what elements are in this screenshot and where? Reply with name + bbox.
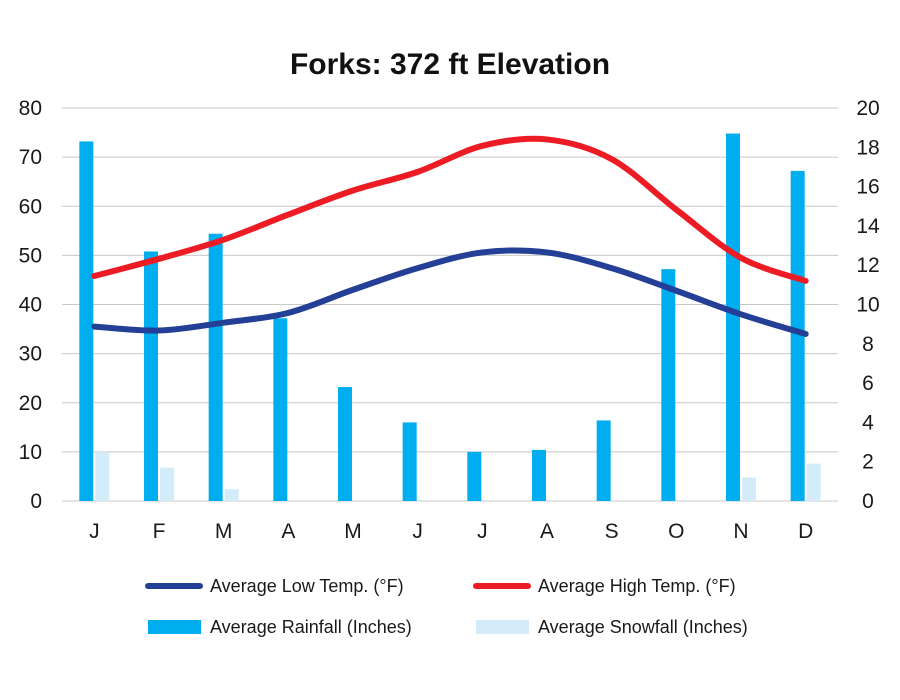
y-left-tick-label: 20 <box>19 392 42 415</box>
rainfall-bar <box>726 133 740 502</box>
y-right-tick-label: 2 <box>862 451 874 474</box>
rainfall-bar <box>273 318 288 501</box>
x-tick-label: J <box>412 520 423 543</box>
x-tick-label: S <box>605 520 619 543</box>
y-left-tick-label: 80 <box>19 97 42 120</box>
snowfall-bar <box>806 463 821 501</box>
x-tick-label: A <box>540 520 554 543</box>
rainfall-bar <box>596 420 611 501</box>
legend-swatch-bar <box>148 620 201 634</box>
axes: 0 10 20 30 40 50 60 70 80 0 2 4 6 8 10 12 14 16 18 20 J F M A M J… <box>19 97 880 543</box>
legend-label: Average Rainfall (Inches) <box>210 617 412 637</box>
rainfall-bar <box>661 269 676 501</box>
x-tick-label: F <box>153 520 166 543</box>
legend: Average Low Temp. (°F) Average High Temp.… <box>145 576 748 637</box>
y-right-tick-label: 20 <box>856 97 879 120</box>
y-right-tick-label: 18 <box>856 136 879 159</box>
rainfall-bar <box>532 449 546 501</box>
rainfall-bar <box>208 233 223 501</box>
snowfall-bar <box>160 467 174 501</box>
y-right-tick-label: 14 <box>856 215 880 238</box>
snowfall-bar <box>742 477 756 501</box>
x-tick-label: N <box>733 520 748 543</box>
rainfall-bar <box>144 251 158 501</box>
bars <box>79 133 821 502</box>
x-tick-label: A <box>281 520 295 543</box>
rainfall-bar <box>402 422 417 501</box>
y-right-tick-label: 8 <box>862 333 874 356</box>
y-left-tick-label: 30 <box>19 343 42 366</box>
y-right-tick-label: 6 <box>862 372 874 395</box>
x-tick-label: D <box>798 520 813 543</box>
y-left-tick-label: 0 <box>30 490 42 513</box>
high-temp-line <box>91 135 809 284</box>
snowfall-bar <box>95 451 110 501</box>
y-left-tick-label: 40 <box>19 294 42 317</box>
lines <box>91 135 809 337</box>
legend-label: Average Low Temp. (°F) <box>210 576 404 596</box>
y-left-tick-label: 50 <box>19 244 42 267</box>
rainfall-bar <box>467 451 482 501</box>
y-right-tick-label: 0 <box>862 490 874 513</box>
x-tick-label: J <box>477 520 488 543</box>
low-temp-line <box>91 247 809 337</box>
x-tick-label: M <box>215 520 233 543</box>
y-left-tick-label: 70 <box>19 146 42 169</box>
y-right-tick-label: 10 <box>856 294 879 317</box>
chart-title: Forks: 372 ft Elevation <box>290 48 610 81</box>
y-left-tick-label: 10 <box>19 441 42 464</box>
y-right-tick-label: 16 <box>856 176 879 199</box>
rainfall-bar <box>338 387 352 501</box>
legend-label: Average Snowfall (Inches) <box>538 617 748 637</box>
rainfall-bar <box>79 141 94 501</box>
rainfall-bar <box>790 170 805 501</box>
legend-label: Average High Temp. (°F) <box>538 576 736 596</box>
y-right-tick-label: 4 <box>862 411 874 434</box>
y-left-tick-label: 60 <box>19 195 42 218</box>
x-tick-label: O <box>668 520 684 543</box>
y-right-tick-label: 12 <box>856 254 879 277</box>
snowfall-bar <box>224 489 239 501</box>
legend-swatch-bar <box>476 620 529 634</box>
grid <box>62 107 838 502</box>
x-tick-label: J <box>89 520 100 543</box>
x-tick-label: M <box>344 520 362 543</box>
